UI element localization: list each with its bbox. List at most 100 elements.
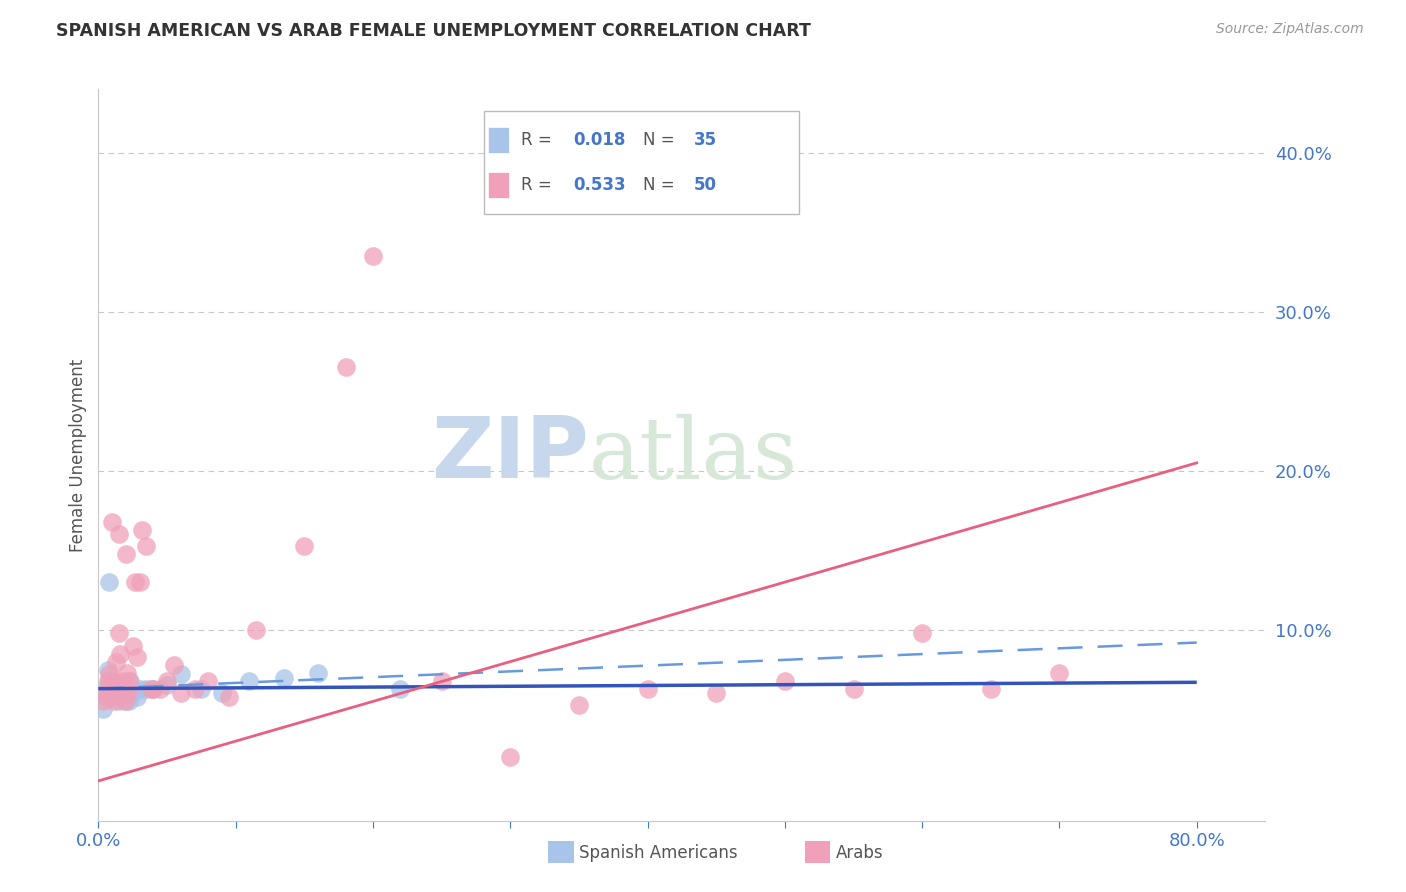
Point xyxy=(91,702,114,716)
Point xyxy=(112,686,135,700)
Point xyxy=(111,681,134,696)
Point xyxy=(842,681,865,696)
Point xyxy=(238,673,260,688)
Point xyxy=(1049,665,1071,680)
FancyBboxPatch shape xyxy=(484,112,799,213)
Point xyxy=(911,626,934,640)
Point xyxy=(96,690,118,704)
Text: 50: 50 xyxy=(693,176,717,194)
Point xyxy=(104,678,127,692)
Text: R =: R = xyxy=(520,131,557,149)
Point xyxy=(108,527,131,541)
Point xyxy=(105,655,128,669)
Point xyxy=(190,681,212,696)
Point xyxy=(107,683,129,698)
Point xyxy=(125,649,148,664)
Point xyxy=(499,750,522,764)
Point xyxy=(103,694,125,708)
Text: N =: N = xyxy=(644,131,681,149)
Point xyxy=(100,686,122,700)
Point xyxy=(114,690,136,704)
Point xyxy=(118,673,141,688)
Point xyxy=(104,673,127,688)
Text: Spanish Americans: Spanish Americans xyxy=(579,844,738,862)
Text: Arabs: Arabs xyxy=(837,844,883,862)
Point xyxy=(163,657,186,672)
Point xyxy=(245,623,267,637)
Point xyxy=(115,690,138,704)
Point xyxy=(197,673,219,688)
Point xyxy=(117,673,139,688)
FancyBboxPatch shape xyxy=(488,171,509,198)
Point xyxy=(91,694,114,708)
Point xyxy=(135,681,157,696)
Text: ZIP: ZIP xyxy=(430,413,589,497)
Point xyxy=(117,665,139,680)
Text: 0.018: 0.018 xyxy=(574,131,626,149)
Point xyxy=(101,515,124,529)
Text: 35: 35 xyxy=(693,131,717,149)
Point xyxy=(211,686,233,700)
Point xyxy=(105,686,128,700)
Point xyxy=(124,575,146,590)
Point xyxy=(94,686,117,700)
Point xyxy=(98,673,121,688)
Point xyxy=(170,667,193,681)
Point xyxy=(108,626,131,640)
Point xyxy=(142,681,165,696)
Text: N =: N = xyxy=(644,176,681,194)
Point xyxy=(117,694,139,708)
Text: atlas: atlas xyxy=(589,413,797,497)
Point xyxy=(149,681,172,696)
Y-axis label: Female Unemployment: Female Unemployment xyxy=(69,359,87,551)
Point xyxy=(125,690,148,704)
Point xyxy=(101,690,124,704)
Point xyxy=(156,673,179,688)
Point xyxy=(704,686,727,700)
Point xyxy=(118,681,141,696)
Point xyxy=(103,681,125,696)
Point xyxy=(108,694,131,708)
Point xyxy=(111,681,134,696)
Point xyxy=(115,547,138,561)
Point xyxy=(335,360,357,375)
Point xyxy=(170,686,193,700)
Point xyxy=(980,681,1002,696)
Point xyxy=(100,678,122,692)
Point xyxy=(156,678,179,692)
Point xyxy=(142,681,165,696)
Point xyxy=(98,575,121,590)
Point xyxy=(361,249,384,263)
Point xyxy=(131,523,153,537)
Point xyxy=(292,539,315,553)
Point xyxy=(121,639,143,653)
Point xyxy=(97,673,120,688)
Point xyxy=(218,690,240,704)
Point xyxy=(121,686,143,700)
Point xyxy=(97,663,120,677)
Point xyxy=(93,683,115,698)
Point xyxy=(307,665,329,680)
Point xyxy=(94,686,117,700)
Point xyxy=(110,647,132,661)
Point xyxy=(568,698,591,712)
Text: R =: R = xyxy=(520,176,557,194)
Point xyxy=(117,686,139,700)
Point xyxy=(115,694,138,708)
Point xyxy=(98,667,121,681)
Text: SPANISH AMERICAN VS ARAB FEMALE UNEMPLOYMENT CORRELATION CHART: SPANISH AMERICAN VS ARAB FEMALE UNEMPLOY… xyxy=(56,22,811,40)
Point xyxy=(139,681,162,696)
Point xyxy=(183,681,205,696)
Point xyxy=(637,681,659,696)
Point xyxy=(112,673,135,688)
Point xyxy=(114,694,136,708)
FancyBboxPatch shape xyxy=(488,127,509,153)
Point xyxy=(430,673,453,688)
Point xyxy=(101,690,124,704)
Point xyxy=(773,673,796,688)
Point xyxy=(128,575,150,590)
Text: 0.533: 0.533 xyxy=(574,176,626,194)
Point xyxy=(273,671,295,685)
Text: Source: ZipAtlas.com: Source: ZipAtlas.com xyxy=(1216,22,1364,37)
Point xyxy=(128,681,150,696)
